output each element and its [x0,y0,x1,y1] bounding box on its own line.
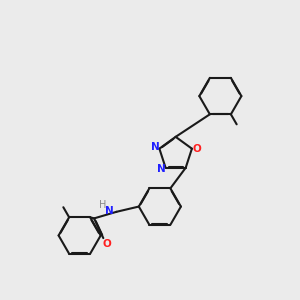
Text: O: O [102,239,111,249]
Text: N: N [105,206,113,216]
Text: O: O [193,144,202,154]
Text: N: N [157,164,166,174]
Text: H: H [99,200,106,210]
Text: N: N [151,142,160,152]
